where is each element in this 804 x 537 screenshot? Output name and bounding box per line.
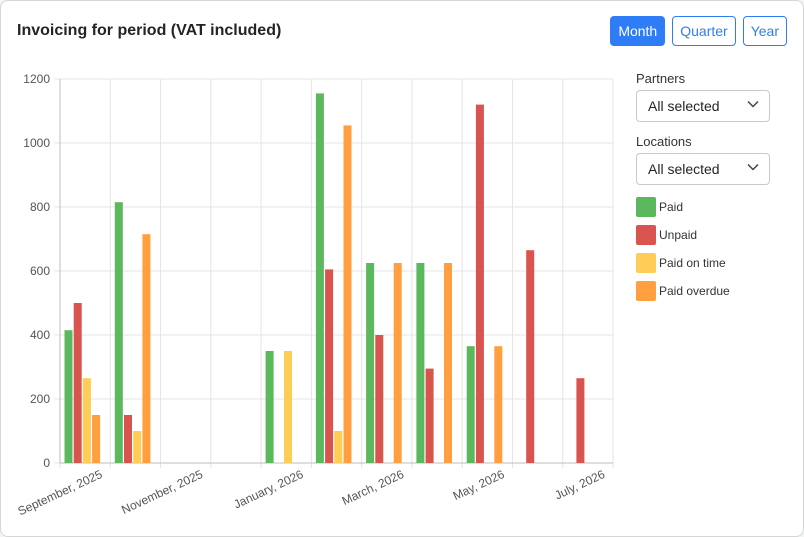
legend-label-unpaid: Unpaid [659,228,698,242]
y-tick-label: 800 [30,200,50,214]
chart-legend: Paid Unpaid Paid on time Paid overdue [636,197,776,301]
legend-swatch-paid [636,197,656,217]
y-tick-label: 0 [43,456,50,470]
bar-unpaid [124,415,132,463]
legend-label-paid: Paid [659,200,684,214]
locations-select[interactable]: All selected [636,153,770,185]
period-month-button[interactable]: Month [610,16,666,46]
y-tick-label: 1000 [23,136,50,150]
y-tick-label: 600 [30,264,50,278]
bar-paid-overdue [444,263,452,463]
x-tick-label: November, 2025 [119,467,205,517]
bar-unpaid [576,378,585,463]
bar-paid-on-time [82,378,91,463]
bar-paid [366,263,375,463]
bar-paid-on-time [334,431,343,463]
bar-unpaid [475,104,484,463]
legend-item-unpaid[interactable]: Unpaid [636,225,776,245]
bar-unpaid [73,303,82,463]
bar-paid [114,202,123,463]
bar-paid-overdue [343,125,352,464]
bar-paid [416,263,425,463]
partners-label: Partners [636,71,686,86]
bar-paid-overdue [142,234,151,463]
bar-paid [64,330,73,463]
bar-unpaid [425,368,434,463]
chevron-down-icon [747,100,759,108]
bar-paid-overdue [494,346,503,463]
x-tick-label: March, 2026 [340,467,407,508]
partners-select[interactable]: All selected [636,90,770,122]
locations-label: Locations [636,134,692,149]
bar-paid [315,93,324,464]
legend-swatch-paid-on-time [636,253,656,273]
bar-paid-on-time [133,431,142,463]
x-tick-label: July, 2026 [552,467,607,503]
period-quarter-button[interactable]: Quarter [672,16,736,46]
y-tick-label: 400 [30,328,50,342]
bar-unpaid [526,250,535,463]
bar-unpaid [375,335,384,463]
bar-paid-on-time [284,351,292,463]
x-tick-label: September, 2025 [16,467,105,518]
chart-sidebar: Partners All selected Locations All sele… [636,71,776,309]
y-tick-label: 1200 [23,72,50,86]
bar-paid [466,346,475,463]
legend-label-paid-on-time: Paid on time [659,256,726,270]
x-tick-label: May, 2026 [451,467,507,503]
legend-swatch-paid-overdue [636,281,656,301]
bar-unpaid [325,269,334,463]
bar-paid-overdue [393,263,402,463]
chart-title: Invoicing for period (VAT included) [17,22,282,39]
partners-select-value: All selected [648,98,720,114]
bar-paid-overdue [92,415,101,463]
locations-select-value: All selected [648,161,720,177]
legend-swatch-unpaid [636,225,656,245]
bar-paid [265,351,274,463]
period-year-button[interactable]: Year [742,16,787,46]
y-tick-label: 200 [30,392,50,406]
bar-chart: 0 200 400 600 800 1000 1200 September, 2025 Nove… [16,72,614,518]
x-tick-label: January, 2026 [231,467,305,512]
legend-item-paid-overdue[interactable]: Paid overdue [636,281,776,301]
legend-item-paid-on-time[interactable]: Paid on time [636,253,776,273]
period-toggle: Month Quarter Year [610,16,787,46]
legend-label-paid-overdue: Paid overdue [659,284,730,298]
legend-item-paid[interactable]: Paid [636,197,776,217]
chevron-down-icon [747,163,759,171]
